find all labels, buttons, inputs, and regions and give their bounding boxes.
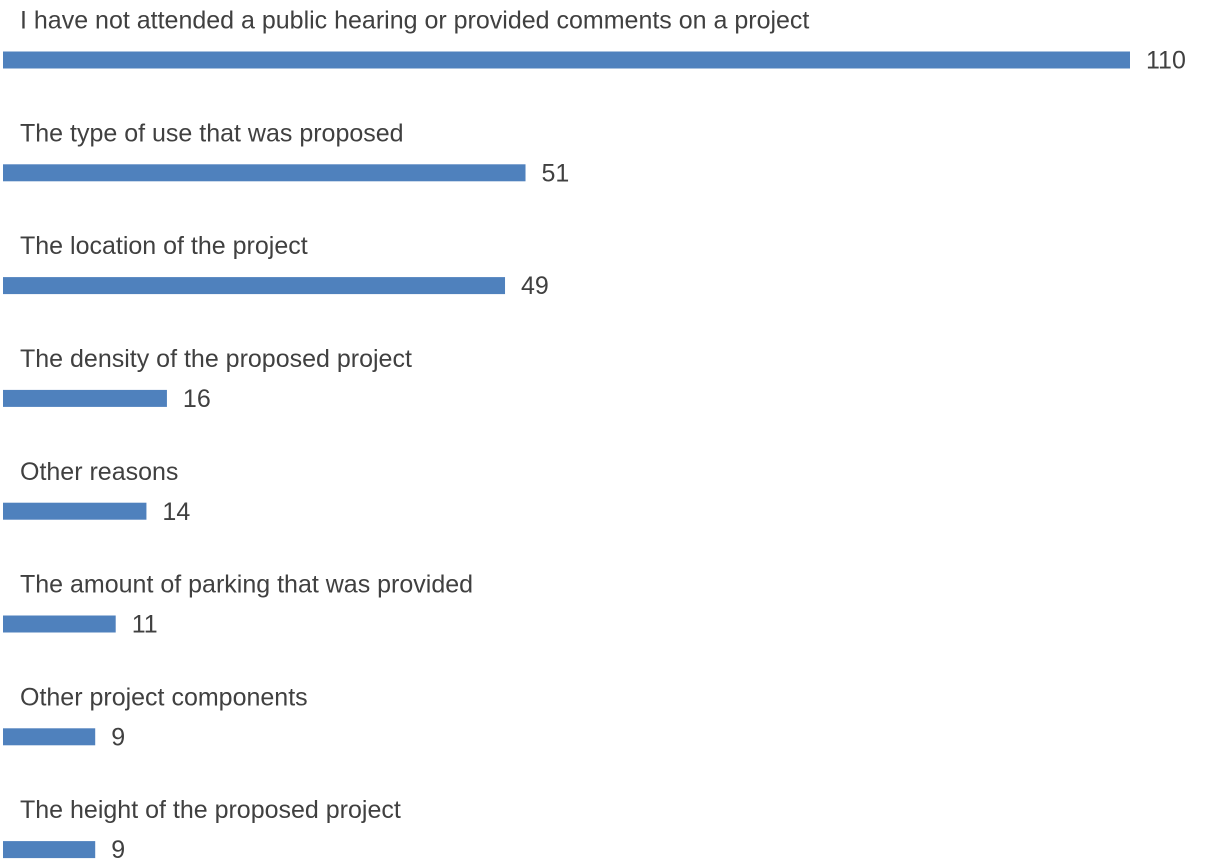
category-label: The height of the proposed project [20,796,401,824]
category-label: I have not attended a public hearing or … [20,7,809,35]
value-label: 11 [132,611,158,639]
bar [3,502,147,520]
bar [3,841,96,859]
value-label: 16 [183,385,211,413]
value-label: 110 [1146,47,1186,75]
bar [3,389,167,407]
bar [3,728,96,746]
category-label: Other project components [20,683,308,711]
value-label: 9 [111,723,125,751]
category-label: The density of the proposed project [20,345,412,373]
category-label: The amount of parking that was provided [20,571,473,599]
bar [3,277,506,295]
category-label: The location of the project [20,232,308,260]
bar [3,164,526,182]
category-label: The type of use that was proposed [20,119,404,147]
value-label: 14 [162,498,190,526]
bar [3,51,1130,69]
category-label: Other reasons [20,458,178,486]
value-label: 9 [111,836,125,861]
value-label: 49 [521,272,549,300]
bar [3,615,116,633]
value-label: 51 [542,159,570,187]
